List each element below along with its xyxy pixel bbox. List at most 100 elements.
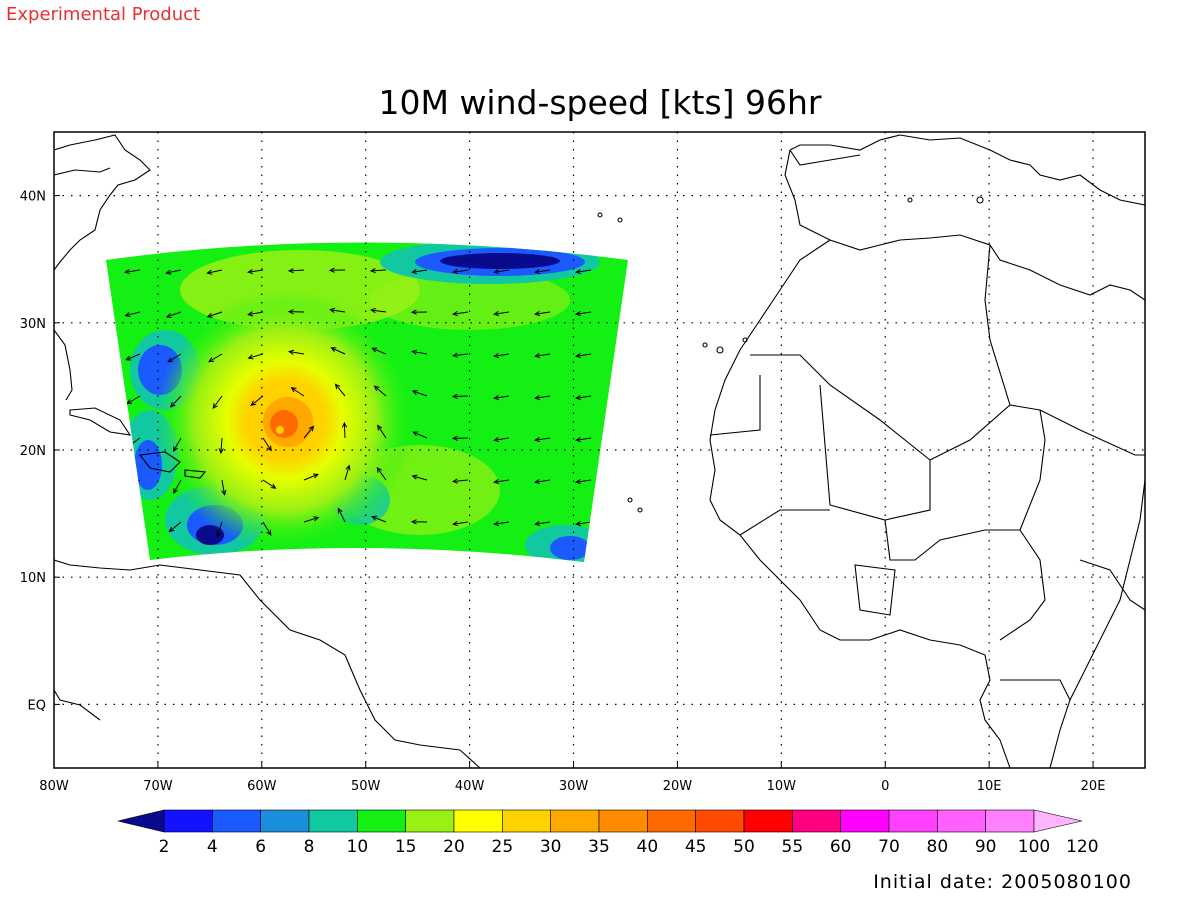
wind-arrow	[370, 307, 387, 314]
wind-arrow	[369, 268, 387, 274]
wind-arrow	[575, 520, 592, 527]
colorbar-label: 60	[830, 837, 852, 857]
wind-arrow	[329, 307, 346, 313]
wind-arrow	[288, 349, 305, 355]
wind-arrow	[212, 395, 223, 410]
colorbar-label: 80	[927, 837, 949, 857]
wind-arrow	[206, 311, 223, 318]
lon-tick-label: 0	[881, 779, 889, 794]
wind-arrow	[412, 431, 428, 439]
wind-arrow	[126, 395, 141, 405]
wind-arrow	[262, 521, 272, 536]
colorbar-label: 30	[540, 837, 562, 857]
colorbar-label: 50	[733, 837, 755, 857]
colorbar-swatch	[308, 809, 358, 833]
colorbar-swatch	[888, 809, 938, 833]
wind-arrow	[165, 311, 182, 319]
wind-arrow	[250, 395, 264, 407]
colorbar-label: 90	[975, 837, 997, 857]
lon-tick-label: 60W	[247, 779, 277, 794]
wind-arrow	[290, 387, 305, 397]
wind-arrow	[411, 389, 428, 397]
wind-arrow	[221, 479, 227, 496]
wind-arrow	[344, 464, 351, 481]
wind-arrow	[376, 466, 387, 481]
colorbar-label: 2	[159, 837, 170, 857]
wind-arrow	[377, 424, 387, 439]
latitude-tick-labels: 40N 30N 20N 10N EQ	[20, 190, 60, 713]
wind-arrow	[173, 479, 182, 495]
wind-arrow	[575, 352, 592, 359]
wind-arrow	[575, 478, 592, 485]
wind-arrow	[411, 474, 428, 481]
wind-arrow	[303, 473, 319, 481]
colorbar-swatch	[840, 809, 890, 833]
wind-arrow	[493, 394, 510, 401]
colorbar-swatch	[695, 809, 745, 833]
lat-tick-label: 10N	[20, 571, 46, 586]
wind-arrow	[328, 267, 346, 273]
colorbar-label: 70	[878, 837, 900, 857]
lat-tick-label: 20N	[20, 444, 46, 459]
wind-arrow	[575, 436, 592, 443]
lon-tick-label: 10W	[767, 779, 797, 794]
map-panel	[54, 132, 1145, 768]
colorbar-swatch	[550, 809, 600, 833]
colorbar-swatch	[792, 809, 841, 833]
wind-arrow	[452, 520, 469, 527]
wind-arrow	[451, 393, 469, 399]
colorbar: 2 4 6 8 10 15 20 25 30 35 40 45 50 55 60 70 80 90 100 120	[117, 809, 1099, 857]
wind-arrow	[534, 520, 551, 527]
wind-arrow	[451, 352, 469, 358]
colorbar-label: 20	[443, 837, 465, 857]
colorbar-swatch	[743, 809, 793, 833]
wind-arrow	[173, 437, 182, 453]
colorbar-swatch	[453, 809, 503, 833]
colorbar-label: 10	[347, 837, 369, 857]
colorbar-swatch	[405, 809, 455, 833]
wind-arrow	[124, 311, 141, 318]
wind-arrow	[410, 309, 428, 315]
lon-tick-label: 50W	[351, 779, 381, 794]
colorbar-label: 15	[395, 837, 417, 857]
wind-arrow	[451, 435, 469, 441]
colorbar-swatch	[598, 809, 648, 833]
wind-arrow	[451, 478, 469, 484]
lat-tick-label: EQ	[28, 698, 46, 713]
wind-arrow	[493, 310, 510, 317]
wind-arrow	[411, 268, 428, 275]
colorbar-label: 100	[1018, 837, 1050, 857]
colorbar-swatch	[163, 809, 213, 833]
colorbar-label: 4	[207, 837, 218, 857]
colorbar-swatch	[260, 809, 310, 833]
wind-arrow	[575, 310, 592, 317]
wind-arrow	[452, 310, 469, 317]
wind-arrow	[169, 395, 182, 408]
wind-arrow	[493, 352, 510, 359]
lon-tick-label: 40W	[455, 779, 485, 794]
wind-arrow	[287, 309, 305, 315]
lon-tick-label: 20E	[1081, 779, 1106, 794]
wind-arrow	[218, 437, 224, 455]
colorbar-label: 55	[782, 837, 804, 857]
wind-arrow	[534, 352, 551, 359]
experimental-product-label: Experimental Product	[6, 4, 200, 25]
wind-arrow	[341, 421, 348, 439]
wind-arrow	[330, 347, 346, 355]
wind-arrow	[262, 437, 272, 452]
graticule	[54, 132, 1145, 768]
colorbar-label: 8	[304, 837, 315, 857]
lon-tick-label: 80W	[39, 779, 69, 794]
wind-arrow	[534, 394, 551, 401]
colorbar-max-arrow	[1033, 809, 1083, 833]
wind-arrow	[247, 311, 264, 317]
wind-arrow	[303, 425, 315, 439]
map-title: 10M wind-speed [kts] 96hr	[378, 83, 821, 122]
colorbar-swatch	[937, 809, 986, 833]
colorbar-swatch	[647, 809, 696, 833]
wind-arrow	[124, 268, 141, 275]
wind-arrow	[493, 520, 510, 527]
wind-arrow	[371, 347, 387, 355]
colorbar-swatch	[212, 809, 261, 833]
